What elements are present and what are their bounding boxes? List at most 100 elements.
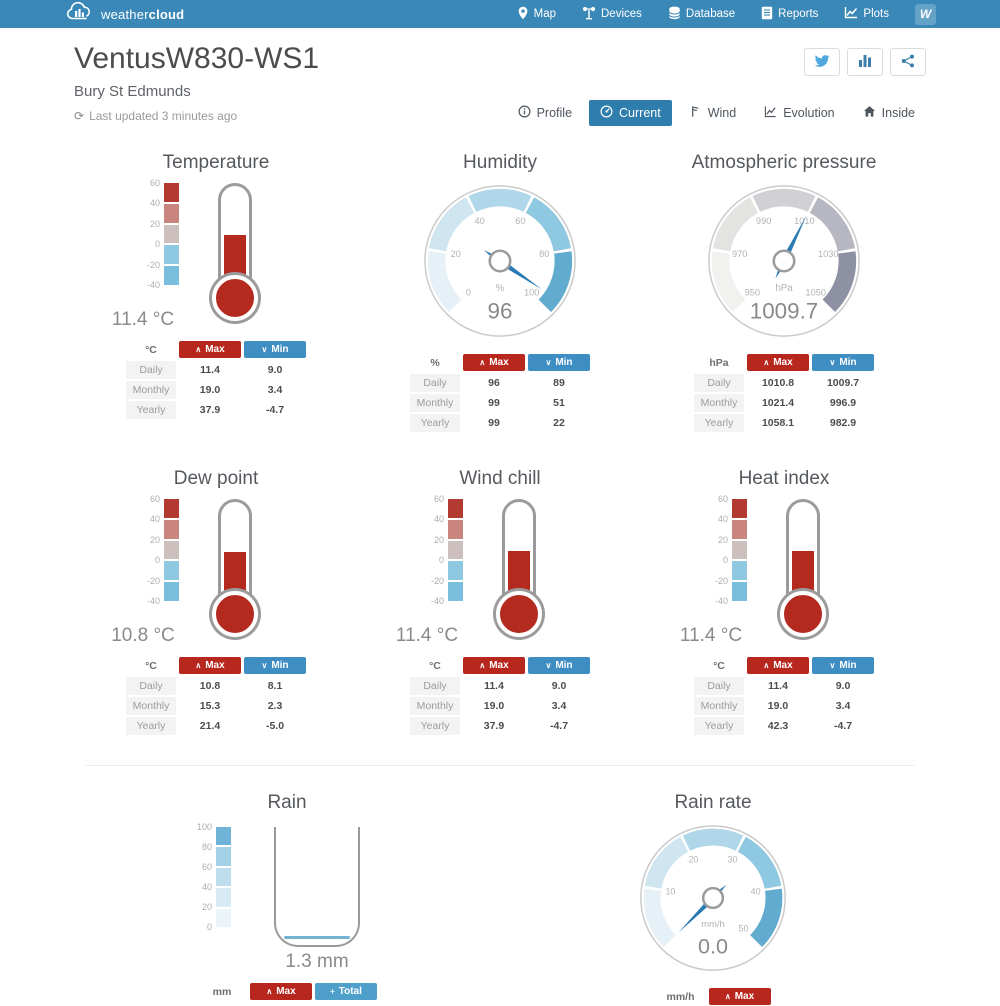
tab-current[interactable]: Current: [589, 100, 672, 126]
stat-value: 982.9: [829, 417, 857, 429]
stat-label: Daily: [694, 374, 744, 392]
nav-item-devices[interactable]: Devices: [582, 6, 642, 23]
stats-table: °C ∧ Max ∨ Min Daily 10.8 8.1 Monthly 15.3 2.3 Year…: [126, 657, 306, 735]
twitter-share-button[interactable]: [804, 48, 840, 76]
stat-value: 10.8: [199, 680, 221, 692]
stats-button[interactable]: [847, 48, 883, 76]
gauge-icon: [600, 105, 613, 121]
scale-tick: -20: [146, 259, 160, 270]
nav-item-database[interactable]: Database: [668, 6, 735, 23]
table-row: Yearly 42.3 -4.7: [694, 717, 874, 735]
scale-tick: 100: [196, 822, 212, 832]
thermometer-tube: [786, 499, 820, 603]
min-button[interactable]: ∨ Min: [244, 657, 306, 674]
max-button[interactable]: ∧ Max: [463, 657, 525, 674]
nav-item-reports[interactable]: Reports: [761, 6, 818, 23]
card-title: Dew point: [173, 468, 259, 489]
stat-value: 19.0: [767, 700, 789, 712]
stat-value: 8.1: [267, 680, 283, 692]
tab-wind[interactable]: Wind: [678, 100, 747, 126]
last-updated: ⟳ Last updated 3 minutes ago: [74, 109, 319, 123]
max-button[interactable]: ∧ Max: [250, 983, 312, 1000]
wind-chill-thermometer: 60 40 20 0 -20 -40 11.4 °C: [396, 494, 600, 647]
card-title: Heat index: [738, 468, 830, 489]
min-button[interactable]: ∨ Min: [812, 354, 874, 371]
stat-value: 11.4: [200, 364, 220, 376]
rain-scale-bar: [216, 827, 231, 928]
gauge-tick-label: 1010: [794, 216, 815, 226]
gauge-segment: [752, 188, 816, 212]
total-button[interactable]: + Total: [315, 983, 377, 1000]
scale-segment: [216, 867, 231, 887]
scale-segment: [164, 183, 179, 202]
nav-item-plots[interactable]: Plots: [844, 6, 889, 22]
card-humidity: Humidity 0 20 40 60 80 100% 96% ∧ Max ∨ Min Daily 96 8…: [358, 152, 642, 432]
card-title: Rain: [267, 792, 307, 813]
tab-inside[interactable]: Inside: [852, 100, 926, 126]
scale-tick: 80: [201, 842, 212, 852]
max-button[interactable]: ∧ Max: [463, 354, 525, 371]
tab-evolution[interactable]: Evolution: [753, 100, 845, 126]
thermometer-scale-labels: 60 40 20 0 -20 -40: [702, 494, 728, 606]
stat-label: Monthly: [410, 697, 460, 715]
gauge-segment: [525, 197, 572, 252]
gauge-segment: [468, 188, 532, 212]
stat-value: 99: [488, 417, 500, 429]
stat-value: -4.7: [265, 404, 285, 416]
weathercloud-logo[interactable]: weathercloud: [64, 1, 184, 27]
brand-text: weathercloud: [101, 6, 185, 22]
temperature-thermometer: 60 40 20 0 -20 -40 11.4 °C: [112, 178, 316, 331]
stat-value: 11.4: [484, 680, 504, 692]
stat-value: 1010.8: [761, 377, 795, 389]
table-row: Monthly 19.0 3.4: [126, 381, 306, 399]
gauge-tick-label: 970: [732, 249, 747, 259]
max-button[interactable]: ∧ Max: [708, 988, 771, 1005]
max-button[interactable]: ∧ Max: [179, 657, 241, 674]
user-avatar[interactable]: W: [915, 3, 936, 25]
gauge-segment: [428, 197, 475, 252]
table-row: Yearly 37.9 -4.7: [126, 401, 306, 419]
scale-tick: 40: [433, 514, 444, 525]
min-button[interactable]: ∨ Min: [812, 657, 874, 674]
scale-segment: [216, 827, 231, 846]
chevron-down-icon: ∨: [261, 661, 268, 670]
scale-segment: [164, 203, 179, 223]
nav-item-map[interactable]: Map: [517, 6, 556, 23]
stat-value: 42.3: [767, 720, 789, 732]
rain-beaker: 100 80 60 40 20 0 1.3 mm: [182, 822, 392, 973]
share-button[interactable]: [890, 48, 926, 76]
refresh-icon[interactable]: ⟳: [74, 109, 85, 123]
max-button[interactable]: ∧ Max: [747, 657, 809, 674]
scale-segment: [448, 540, 463, 560]
scale-segment: [216, 908, 231, 928]
gauge-segment: [644, 836, 689, 889]
stats-table: °C ∧ Max ∨ Min Daily 11.4 9.0 Monthly 19.0 3.4 Year…: [410, 657, 590, 735]
stat-label: Yearly: [410, 717, 460, 735]
min-button[interactable]: ∨ Min: [528, 354, 590, 371]
rain-rate-gauge: 10 20 30 40 50 mm/h 0.0: [640, 825, 786, 971]
gauge-tick-label: 20: [688, 855, 698, 865]
table-row: Daily 11.4 9.0: [410, 677, 590, 695]
scale-tick: -40: [146, 596, 160, 606]
thermometer-bulb: [212, 275, 258, 321]
gauge-tick-label: 30: [728, 855, 738, 865]
stat-label: Daily: [410, 374, 460, 392]
tab-profile[interactable]: Profile: [507, 100, 583, 126]
scale-tick: -20: [430, 575, 444, 586]
twitter-bird-icon: [814, 54, 830, 71]
scale-tick: 60: [717, 494, 728, 504]
scale-segment: [732, 540, 747, 560]
database-icon: [668, 6, 681, 23]
min-button[interactable]: ∨ Min: [244, 341, 306, 358]
scale-tick: 60: [149, 178, 160, 188]
max-button[interactable]: ∧ Max: [747, 354, 809, 371]
gauge-tick-label: 100: [524, 288, 539, 298]
scale-tick: 40: [717, 514, 728, 525]
chevron-up-icon: ∧: [479, 661, 486, 670]
gauge-segment: [822, 251, 857, 313]
gauge-segment: [427, 251, 462, 313]
stat-value: 96: [488, 377, 500, 389]
max-button[interactable]: ∧ Max: [179, 341, 241, 358]
gauge-unit: mm/h: [701, 919, 724, 929]
min-button[interactable]: ∨ Min: [528, 657, 590, 674]
